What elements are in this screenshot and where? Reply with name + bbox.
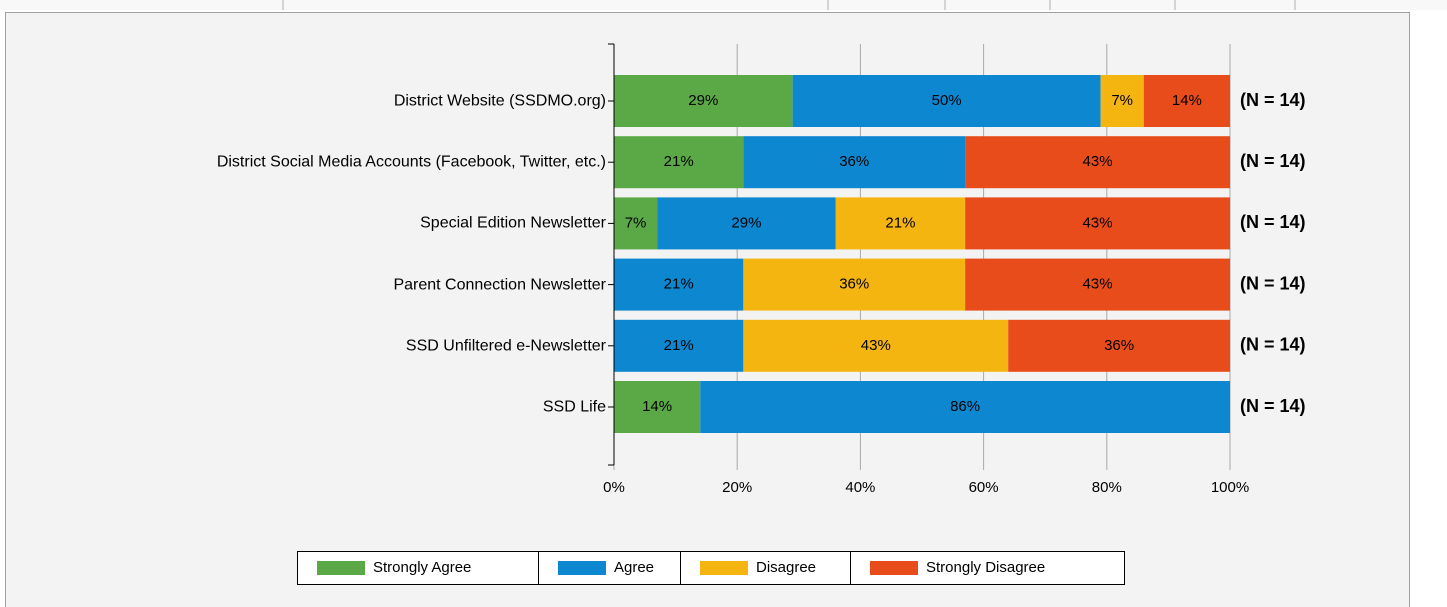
data-label: 43% <box>1083 153 1113 170</box>
n-annotation: (N = 14) <box>1240 335 1306 355</box>
category-label: SSD Life <box>542 398 606 416</box>
bar-segment <box>614 319 744 372</box>
legend-label: Disagree <box>756 559 816 576</box>
bar-segment <box>657 197 836 250</box>
data-label: 21% <box>664 276 694 293</box>
data-label: 36% <box>1104 337 1134 354</box>
bar-segment <box>792 75 1101 127</box>
category-label: Special Edition Newsletter <box>420 214 606 232</box>
n-annotation: (N = 14) <box>1240 273 1306 293</box>
x-tick-label: 60% <box>969 479 999 496</box>
bar-segment <box>1143 75 1230 127</box>
legend-swatch <box>317 561 365 575</box>
data-label: 29% <box>731 214 761 231</box>
bar-segment <box>1008 319 1230 372</box>
bar-segment <box>743 258 966 311</box>
bar-segment <box>965 136 1230 189</box>
bar-segment <box>743 319 1009 372</box>
legend-label: Strongly Agree <box>373 559 471 576</box>
header-separators <box>282 0 1296 10</box>
data-label: 50% <box>932 92 962 109</box>
n-annotation: (N = 14) <box>1240 396 1306 416</box>
data-label: 29% <box>688 92 718 109</box>
data-label: 43% <box>1083 214 1113 231</box>
n-annotation: (N = 14) <box>1240 90 1306 110</box>
data-label: 86% <box>950 398 980 415</box>
category-label: District Social Media Accounts (Facebook… <box>216 153 606 171</box>
legend-label: Agree <box>614 559 654 576</box>
x-tick-label: 40% <box>845 479 875 496</box>
x-tick-label: 80% <box>1092 479 1122 496</box>
data-label: 21% <box>664 153 694 170</box>
n-annotation: (N = 14) <box>1240 151 1306 171</box>
data-label: 43% <box>861 337 891 354</box>
category-label: Parent Connection Newsletter <box>393 276 606 294</box>
legend-label: Strongly Disagree <box>926 559 1045 576</box>
n-annotation: (N = 14) <box>1240 212 1306 232</box>
x-tick-label: 100% <box>1211 479 1249 496</box>
bar-segment <box>965 197 1230 250</box>
data-label: 14% <box>642 398 672 415</box>
data-label: 21% <box>664 337 694 354</box>
bar-segment <box>614 258 744 311</box>
x-tick-label: 20% <box>722 479 752 496</box>
bar-segment <box>614 75 793 127</box>
bar-segment <box>835 197 966 250</box>
legend-swatch <box>870 561 918 575</box>
data-label: 7% <box>625 214 647 231</box>
data-label: 43% <box>1083 276 1113 293</box>
category-label: District Website (SSDMO.org) <box>393 92 606 110</box>
category-label: SSD Unfiltered e-Newsletter <box>405 337 606 355</box>
bar-segment <box>743 136 966 189</box>
data-label: 21% <box>885 214 915 231</box>
bar-segment <box>700 381 1230 433</box>
legend-swatch <box>700 561 748 575</box>
header-strip <box>0 0 1447 10</box>
data-label: 36% <box>839 276 869 293</box>
bar-segment <box>965 258 1230 311</box>
bar-segment <box>614 197 658 250</box>
bar-segment <box>1100 75 1144 127</box>
data-label: 14% <box>1172 92 1202 109</box>
legend-swatch <box>558 561 606 575</box>
data-label: 36% <box>839 153 869 170</box>
bar-segment <box>614 136 744 189</box>
bar-segment <box>614 381 701 433</box>
data-label: 7% <box>1111 92 1133 109</box>
x-tick-label: 0% <box>603 479 625 496</box>
